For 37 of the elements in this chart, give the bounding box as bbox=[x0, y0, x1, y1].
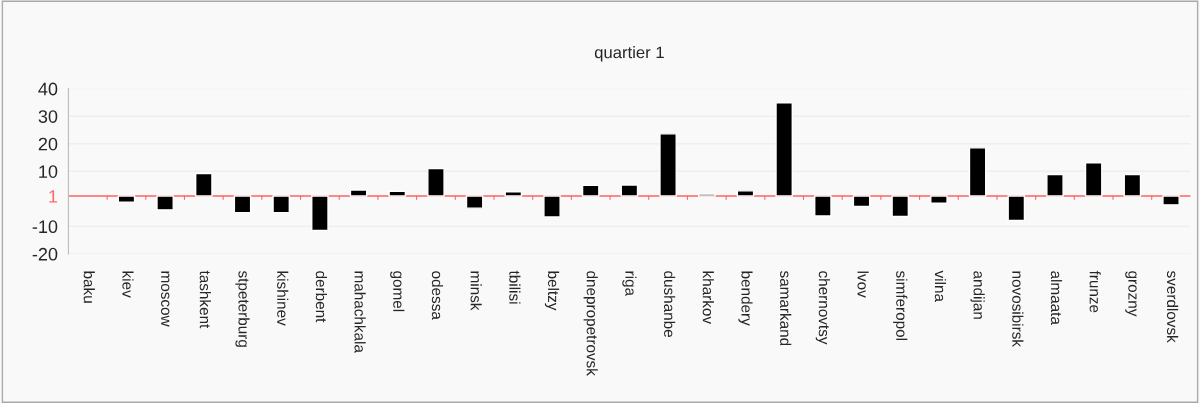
x-tick-label: grozny bbox=[1125, 271, 1137, 317]
x-tick-label: gomel bbox=[390, 271, 405, 312]
x-tick-label: dushanbe bbox=[663, 271, 676, 337]
x-tick-label: bendery bbox=[738, 271, 753, 326]
x-tick-label: andijan bbox=[970, 271, 985, 319]
x-tick-label: derbent bbox=[315, 271, 327, 323]
x-tick-label: tashkent bbox=[199, 270, 211, 329]
x-tick-label: novosibirsk bbox=[1012, 271, 1024, 347]
x-tick-label: almaata bbox=[1050, 271, 1063, 325]
y-tick-label: -10 bbox=[32, 220, 58, 234]
x-tick-label: moscow bbox=[161, 271, 170, 327]
y-tick-label: 30 bbox=[38, 110, 58, 123]
x-tick-label: baku bbox=[83, 271, 95, 303]
x-tick-label: frunze bbox=[1089, 270, 1101, 313]
x-tick-label: minsk bbox=[470, 271, 482, 311]
chart-title: quartier 1 bbox=[594, 46, 664, 62]
x-tick-label: simferopol bbox=[893, 270, 908, 341]
x-tick-label: kishinev bbox=[277, 271, 289, 326]
y-tick-label: -20 bbox=[32, 247, 58, 261]
x-tick-label: tbilisi bbox=[509, 270, 521, 304]
y-tick-label: 10 bbox=[39, 165, 58, 178]
x-tick-label: odessa bbox=[431, 271, 444, 320]
x-tick-label: beltzy bbox=[544, 271, 560, 311]
y-tick-label: 1 bbox=[49, 190, 58, 203]
x-tick-label: samarkand bbox=[780, 270, 792, 346]
x-tick-label: riga bbox=[622, 271, 637, 297]
x-tick-label: vilna bbox=[934, 270, 947, 302]
x-tick-label: chernovtsy bbox=[815, 271, 830, 345]
x-tick-label: mahachkala bbox=[354, 271, 366, 353]
x-tick-label: sverdlovsk bbox=[1166, 270, 1179, 343]
x-tick-label: kiev bbox=[122, 271, 134, 298]
x-tick-label: dnepropetrovsk bbox=[583, 271, 598, 376]
x-tick-label: stpeterburg bbox=[235, 270, 250, 347]
x-tick-label: lvov bbox=[857, 271, 869, 298]
x-tick-label: kharkov bbox=[702, 271, 714, 324]
y-tick-label: 20 bbox=[38, 137, 58, 151]
y-tick-label: 40 bbox=[38, 82, 58, 96]
